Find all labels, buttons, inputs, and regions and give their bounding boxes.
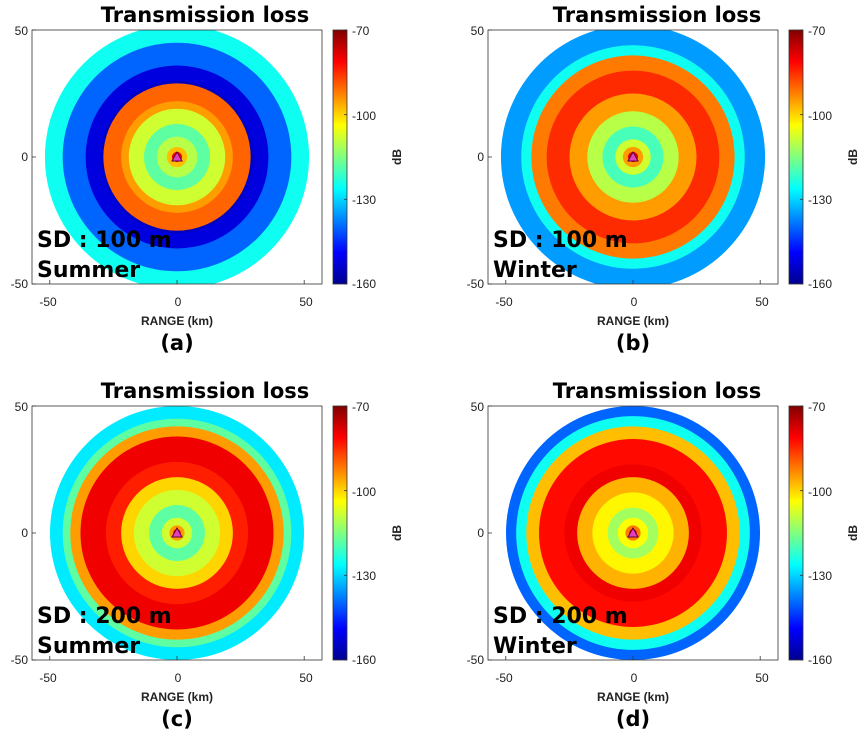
- annotation-season: Summer: [37, 634, 141, 659]
- colorbar-tick: -130: [808, 569, 833, 583]
- annotation-season: Winter: [493, 258, 577, 283]
- annotation-depth: SD : 200 m: [493, 604, 628, 629]
- panel-caption: (d): [615, 707, 651, 731]
- panel-b: Transmission loss 50 0 -50 -50 0 50 RANG…: [456, 0, 863, 372]
- source-marker-icon: [627, 526, 639, 538]
- x-tick-label: -50: [495, 671, 513, 685]
- annotation-depth: SD : 200 m: [37, 604, 172, 629]
- annotation-depth: SD : 100 m: [37, 228, 172, 253]
- panel-caption: (c): [161, 707, 193, 731]
- colorbar-tick: -100: [808, 109, 833, 123]
- tl-plot-b: [487, 29, 804, 285]
- y-tick-label: 50: [470, 24, 484, 38]
- x-axis-label: RANGE (km): [596, 690, 669, 704]
- annotation-season: Summer: [37, 258, 141, 283]
- colorbar: [332, 405, 348, 661]
- source-marker-icon: [171, 526, 183, 538]
- colorbar-tick: -100: [352, 109, 377, 123]
- panel-a: Transmission loss 50 0 -50 -50 0 50 RANG…: [0, 0, 430, 372]
- colorbar-tick: -70: [808, 24, 826, 38]
- colorbar-tick: -100: [352, 485, 377, 499]
- colorbar-label: dB: [846, 149, 860, 165]
- x-axis-label: RANGE (km): [140, 314, 213, 328]
- source-marker-icon: [171, 150, 183, 162]
- colorbar-tick: -70: [352, 400, 370, 414]
- annotation-season: Winter: [493, 634, 577, 659]
- y-tick-label: -50: [10, 653, 28, 667]
- panel-c: Transmission loss 50 0 -50 -50 0 50 RANG…: [0, 376, 430, 748]
- y-tick-label: 50: [14, 24, 28, 38]
- y-tick-label: 50: [470, 400, 484, 414]
- y-tick-label: -50: [10, 277, 28, 291]
- colorbar-tick: -130: [808, 193, 833, 207]
- annotation-depth: SD : 100 m: [493, 228, 628, 253]
- x-tick-label: 50: [755, 671, 769, 685]
- panel-title: Transmission loss: [552, 3, 762, 27]
- colorbar-label: dB: [390, 525, 404, 541]
- panel-d: Transmission loss 50 0 -50 -50 0 50 RANG…: [456, 376, 863, 748]
- panel-title: Transmission loss: [100, 379, 310, 403]
- panel-title: Transmission loss: [100, 3, 310, 27]
- colorbar-tick: -130: [352, 193, 377, 207]
- y-tick-label: -50: [466, 277, 484, 291]
- colorbar-label: dB: [390, 149, 404, 165]
- y-tick-label: 0: [477, 526, 484, 540]
- colorbar-tick: -160: [808, 277, 833, 291]
- x-axis-label: RANGE (km): [596, 314, 669, 328]
- colorbar-tick: -160: [808, 653, 833, 667]
- tl-plot-d: [487, 405, 804, 661]
- x-tick-label: -50: [39, 671, 57, 685]
- source-marker-icon: [627, 150, 639, 162]
- colorbar: [332, 29, 348, 285]
- colorbar-label: dB: [846, 525, 860, 541]
- x-tick-label: 0: [174, 295, 182, 309]
- x-axis-label: RANGE (km): [140, 690, 213, 704]
- colorbar-tick: -130: [352, 569, 377, 583]
- y-tick-label: 50: [14, 400, 28, 414]
- panel-title: Transmission loss: [552, 379, 762, 403]
- tl-plot-a: [31, 29, 348, 285]
- x-tick-label: -50: [39, 295, 57, 309]
- x-tick-label: 50: [755, 295, 769, 309]
- colorbar-tick: -160: [352, 277, 377, 291]
- x-tick-label: 0: [630, 671, 638, 685]
- panel-caption: (a): [160, 331, 194, 355]
- colorbar-tick: -100: [808, 485, 833, 499]
- y-tick-label: 0: [21, 150, 28, 164]
- tl-plot-c: [31, 405, 348, 661]
- colorbar-tick: -70: [352, 24, 370, 38]
- colorbar: [788, 29, 804, 285]
- x-tick-label: 50: [299, 671, 313, 685]
- colorbar-tick: -160: [352, 653, 377, 667]
- y-tick-label: -50: [466, 653, 484, 667]
- y-tick-label: 0: [21, 526, 28, 540]
- x-tick-label: 0: [174, 671, 182, 685]
- x-tick-label: 50: [299, 295, 313, 309]
- x-tick-label: -50: [495, 295, 513, 309]
- x-tick-label: 0: [630, 295, 638, 309]
- colorbar: [788, 405, 804, 661]
- panel-caption: (b): [615, 331, 651, 355]
- colorbar-tick: -70: [808, 400, 826, 414]
- y-tick-label: 0: [477, 150, 484, 164]
